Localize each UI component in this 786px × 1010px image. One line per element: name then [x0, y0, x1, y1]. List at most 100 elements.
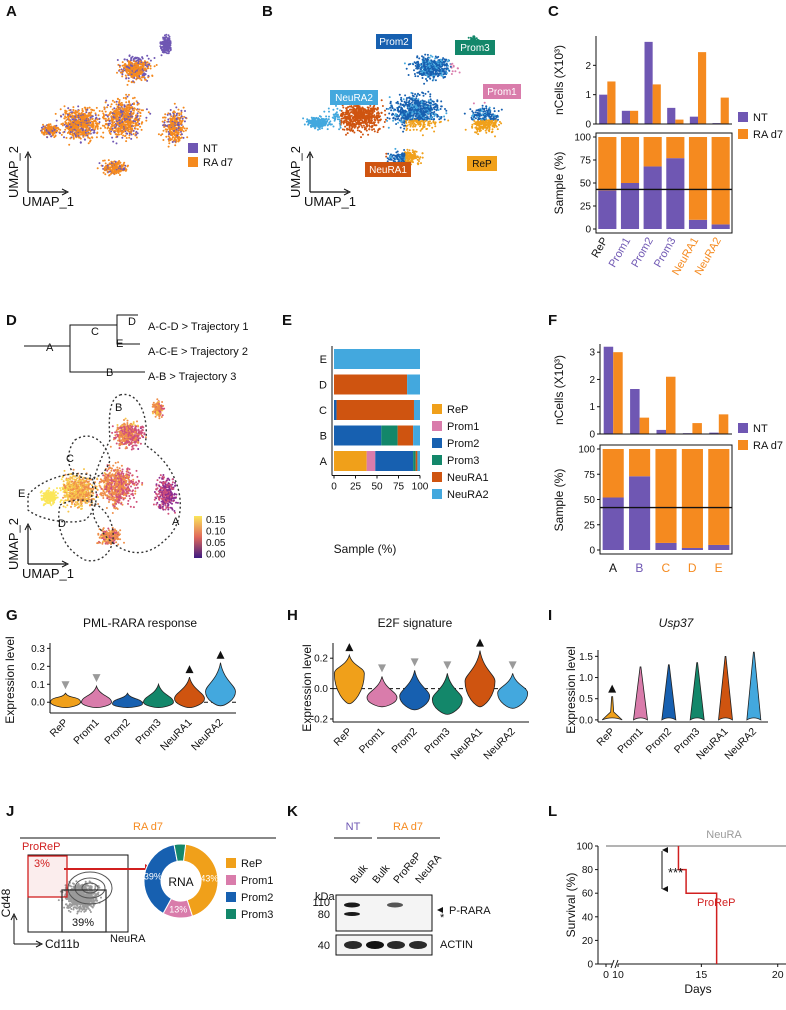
colorbar-tick-label: 0.10	[206, 527, 226, 538]
e-segment-prom3	[413, 451, 416, 471]
c-pct-segment-ra-d7	[643, 137, 662, 167]
cluster-label-box-neura2	[330, 90, 378, 105]
h-category-label: ReP	[332, 726, 355, 749]
f-counts-y-tick-label: 0	[589, 430, 595, 441]
umap-region-label-e: E	[18, 488, 25, 500]
e-x-tick-label: 75	[393, 482, 405, 493]
l-significance-cap-icon	[662, 886, 668, 892]
c-legend-label-nt: NT	[753, 112, 768, 124]
i-violin-prom3	[689, 662, 705, 721]
neura-gate-pct: 39%	[72, 917, 94, 929]
g-y-tick-label: 0.3	[31, 644, 45, 655]
l-y-tick-label: 40	[582, 912, 594, 923]
k-marker-80: 80	[318, 909, 330, 921]
tree-branch	[69, 324, 117, 346]
k-band-label-prara: P-RARA	[449, 905, 491, 917]
c-counts-bar-ra-d7	[652, 84, 661, 124]
f-counts-bar-nt	[656, 429, 666, 434]
c-counts-bar-nt	[667, 107, 676, 124]
i-marker-up-icon	[608, 684, 617, 693]
g-category-label: Prom2	[102, 717, 132, 747]
e-segment-neura2	[413, 425, 420, 446]
donut-slice-label: 43%	[200, 873, 218, 883]
e-xlabel: Sample (%)	[334, 542, 397, 556]
l-y-tick-label: 80	[582, 865, 594, 876]
c-counts-bar-nt	[689, 116, 698, 124]
k-band-label-actin: ACTIN	[440, 939, 473, 951]
donut-center-label: RNA	[168, 875, 193, 889]
tree-node-c: C	[91, 326, 99, 338]
g-violin-prom1	[81, 684, 112, 709]
umap-ylabel: UMAP_2	[6, 518, 21, 570]
e-legend-swatch-rep	[432, 404, 442, 414]
l-xlabel: Days	[684, 982, 711, 996]
k-band-actin	[344, 941, 362, 949]
panel-letter-k: K	[287, 803, 298, 820]
h-marker-up-icon	[345, 643, 354, 652]
c-pct-segment-nt	[620, 183, 640, 229]
f-pct-y-tick-label: 0	[589, 546, 595, 557]
l-axis-break	[610, 959, 615, 969]
cluster-label-prom2: Prom2	[379, 37, 409, 48]
k-band-nt	[344, 902, 360, 908]
cluster-label-neura2: NeuRA2	[335, 93, 373, 104]
umap-scatter-layer	[39, 33, 503, 546]
g-marker-down-icon	[92, 674, 101, 683]
e-category-label: D	[319, 380, 327, 392]
trajectory-outline-c	[67, 435, 111, 479]
j-yaxis-label: Cd48	[0, 888, 13, 917]
i-y-tick-label: 0.5	[579, 694, 593, 705]
h-marker-down-icon	[508, 661, 517, 670]
i-category-label: Prom2	[644, 726, 674, 756]
f-legend-label-nt: NT	[753, 423, 768, 435]
l-x-tick-label: 20	[772, 969, 784, 981]
trajectory-label-1: A-C-D > Trajectory 1	[148, 321, 249, 333]
cluster-label-rep: ReP	[472, 159, 492, 170]
e-legend-label-neura2: NeuRA2	[447, 489, 489, 501]
g-category-label: NeuRA2	[189, 717, 226, 754]
h-category-label: Prom1	[357, 726, 387, 756]
h-category-label: Prom2	[389, 726, 419, 756]
k-group-ra: RA d7	[393, 821, 423, 833]
c-pct-segment-ra-d7	[666, 137, 685, 159]
g-violin-neura1	[174, 677, 205, 709]
c-pct-segment-ra-d7	[711, 137, 730, 225]
c-counts-bar-nt	[599, 94, 608, 124]
cluster-label-prom1: Prom1	[487, 87, 517, 98]
c-counts-bar-ra-d7	[630, 110, 639, 124]
panel-letter-b: B	[262, 3, 273, 20]
c-counts-bar-ra-d7	[675, 119, 684, 124]
proreP-gate	[27, 855, 68, 898]
k-lane-label: Bulk	[348, 862, 371, 886]
f-counts-bar-nt	[603, 346, 614, 434]
panel-letter-e: E	[282, 312, 292, 329]
e-legend-swatch-prom3	[432, 455, 442, 465]
j-legend-swatch-rep	[226, 858, 236, 868]
k-marker-110: 110	[312, 897, 330, 909]
l-axis-break	[614, 959, 619, 969]
umap-ylabel: UMAP_2	[6, 146, 21, 198]
umap-region-label-c: C	[66, 453, 74, 465]
j-legend-swatch-prom2	[226, 892, 236, 902]
i-title: Usp37	[659, 616, 695, 630]
f-pct-segment-ra-d7	[602, 449, 624, 498]
g-marker-up-icon	[216, 650, 225, 659]
e-segment-prom2	[375, 451, 414, 471]
j-x-arrowhead	[35, 940, 44, 948]
e-legend-label-prom2: Prom2	[447, 438, 479, 450]
f-counts-bar-nt	[709, 432, 719, 434]
e-x-tick-label: 50	[371, 482, 383, 493]
l-y-tick-label: 100	[576, 842, 593, 853]
f-pct-segment-nt	[602, 497, 624, 550]
umap-xlabel: UMAP_1	[304, 194, 356, 209]
colorbar-tick-label: 0.05	[206, 538, 226, 549]
e-category-label: A	[320, 456, 328, 468]
l-significance-cap-icon	[662, 847, 668, 853]
c-legend-swatch-ra	[738, 129, 748, 139]
e-legend-swatch-prom2	[432, 438, 442, 448]
k-blot-top	[335, 894, 433, 932]
cluster-label-box-prom1	[483, 84, 521, 99]
f-pct-y-tick-label: 100	[578, 445, 595, 456]
flow-density-contour	[74, 877, 106, 899]
h-violin-rep	[333, 653, 365, 705]
